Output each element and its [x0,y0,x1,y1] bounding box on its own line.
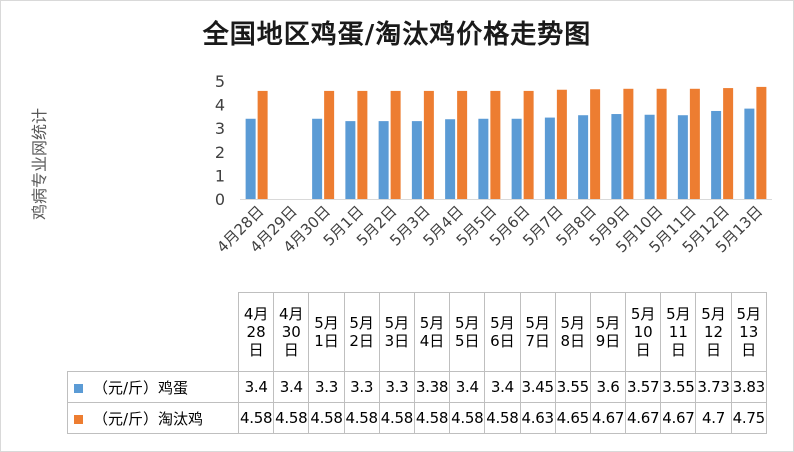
culled-hen-price-bar [523,90,534,199]
table-date-header: 5月 7日 [525,314,550,350]
table-cell: 4.58 [449,402,486,434]
egg-price-bar [677,115,688,199]
table-cell: 4.58 [413,402,451,434]
table-cell: 3.57 [625,371,662,403]
table-cell: 3.45 [519,371,556,403]
table-row: （元/斤）鸡蛋 3.4 3.4 3.3 3.3 3.3 3.38 3.4 3.4 3.45 3.55… [67,371,767,403]
table-cell: 4.58 [378,402,415,434]
culled-hen-price-bar [324,90,335,199]
table-date-header: 4月 30 日 [279,305,304,359]
table-cell: 4.58 [484,402,521,434]
table-cell: 3.3 [378,371,415,403]
table-cell: 3.6 [589,371,627,403]
table-cell: 4.63 [519,402,556,434]
table-cell: 3.3 [343,371,380,403]
culled-hen-price-bar [457,90,468,199]
egg-price-bar [312,118,323,199]
table-date-header: 5月 6日 [490,314,515,350]
egg-price-bar [445,119,456,199]
bar-chart: 0123454月28日4月29日4月30日5月1日5月2日5月3日5月4日5月5… [213,72,772,256]
culled-hen-price-bar [689,88,700,199]
table-cell: 3.4 [449,371,486,403]
culled-hen-price-bar [590,89,601,199]
table-date-header: 5月 5日 [454,314,480,350]
culled-hen-price-bar [556,89,567,199]
y-tick-label: 0 [215,190,225,209]
chart-title: 全国地区鸡蛋/淘汰鸡价格走势图 [202,20,592,50]
table-date-header: 5月 3日 [384,314,410,350]
culled-hen-price-bar [756,86,767,199]
table-date-header: 5月 13 日 [736,305,761,359]
table-date-header: 5月 8日 [560,314,586,350]
table-cell: 4.7 [695,402,732,434]
culled-hen-price-bar [656,88,667,199]
series-name: （元/斤）淘汰鸡 [93,409,204,428]
table-date-header: 5月 2日 [349,314,374,350]
culled-hen-price-bar [723,88,734,199]
table-cell: 3.83 [730,371,767,403]
series-name: （元/斤）鸡蛋 [93,378,189,397]
table-cell: 4.75 [730,402,767,434]
table-cell: 3.55 [554,371,591,403]
egg-price-bar [511,118,522,199]
table-cell: 3.38 [413,371,451,403]
table-date-header: 4月 28 日 [243,305,269,359]
culled-hen-price-bar [257,90,268,199]
table-date-header: 5月 10 日 [630,305,656,359]
table-cell: 4.58 [237,402,275,434]
egg-price-bar [378,121,389,199]
table-cell: 3.4 [484,371,521,403]
table-date-header: 5月 12 日 [701,305,726,359]
table-date-header: 5月 4日 [419,314,445,350]
table-cell: 4.58 [343,402,380,434]
table-cell: 4.67 [589,402,627,434]
y-tick-label: 3 [215,119,225,138]
table-cell: 3.3 [308,371,345,403]
data-table: 4月 28 日 4月 30 日 5月 1日 5月 2日 5月 3日 5月 4日 5月 5日 5… [67,292,767,434]
y-tick-label: 1 [215,166,225,185]
table-cell: 4.67 [625,402,662,434]
table-row: （元/斤）淘汰鸡 4.58 4.58 4.58 4.58 4.58 4.58 4.58 4.58… [67,402,767,434]
egg-price-bar [711,110,722,199]
egg-price-bar [478,118,489,199]
egg-price-bar [245,118,256,199]
y-tick-label: 4 [215,96,225,115]
egg-price-bar [345,121,356,199]
y-tick-label: 2 [215,143,225,162]
culled-hen-price-bar [357,90,368,199]
culled-hen-price-bar [623,88,634,199]
egg-price-bar [644,114,655,199]
table-cell: 4.58 [273,402,310,434]
table-cell: 3.4 [273,371,310,403]
table-date-header: 5月 9日 [595,314,621,350]
culled-hen-price-bar [490,90,501,199]
table-cell: 4.67 [660,402,697,434]
legend-key [74,383,83,393]
table-cell: 3.55 [660,371,697,403]
table-cell: 3.4 [237,371,275,403]
egg-price-bar [411,121,422,199]
table-cell: 4.65 [554,402,591,434]
table-date-header: 5月 11 日 [666,305,691,359]
egg-price-bar [578,115,589,199]
egg-price-bar [544,117,555,199]
legend-key [74,414,83,424]
table-cell: 4.58 [308,402,345,434]
culled-hen-price-bar [390,90,401,199]
egg-price-bar [611,114,622,199]
culled-hen-price-bar [423,90,434,199]
table-date-header: 5月 1日 [314,314,339,350]
table-corner [67,292,239,372]
egg-price-bar [744,108,755,199]
table-cell: 3.73 [695,371,732,403]
y-tick-label: 5 [215,72,225,91]
